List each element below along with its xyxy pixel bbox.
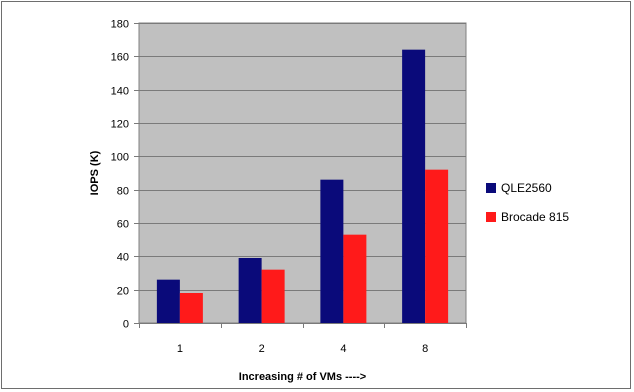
y-tick-label: 60 [117,219,129,231]
x-tick-label: 2 [259,343,265,355]
bar-qle2560-8 [402,49,426,324]
y-tick-label: 100 [111,152,129,164]
bar-brocade-815-4 [343,234,367,323]
legend-label: Brocade 815 [501,210,569,224]
y-tick-label: 0 [123,319,129,331]
y-tick-label: 160 [111,52,129,64]
x-axis-ticks: 1 2 4 8 [139,323,467,355]
y-tick-label: 40 [117,252,129,264]
x-tick-label: 1 [177,343,183,355]
legend: QLE2560 Brocade 815 [486,181,569,224]
bar-brocade-815-2 [261,269,285,323]
bars [156,49,449,324]
y-axis-title: IOPS (K) [89,150,101,195]
y-tick-label: 120 [111,119,129,131]
y-tick-label: 180 [111,19,129,31]
bar-qle2560-4 [320,179,344,323]
legend-swatch [486,212,496,222]
y-axis-ticks: 0 20 40 60 80 100 120 140 160 180 [111,19,139,331]
bar-brocade-815-1 [179,293,203,323]
y-tick-label: 20 [117,286,129,298]
x-axis-title: Increasing # of VMs ----> [239,371,366,383]
bar-brocade-815-8 [425,169,449,323]
legend-swatch [486,183,496,193]
bar-qle2560-2 [238,258,262,323]
legend-label: QLE2560 [501,181,552,195]
bar-qle2560-1 [156,279,180,323]
x-tick-label: 4 [340,343,346,355]
y-tick-label: 140 [111,86,129,98]
y-tick-label: 80 [117,186,129,198]
x-tick-label: 8 [422,343,428,355]
